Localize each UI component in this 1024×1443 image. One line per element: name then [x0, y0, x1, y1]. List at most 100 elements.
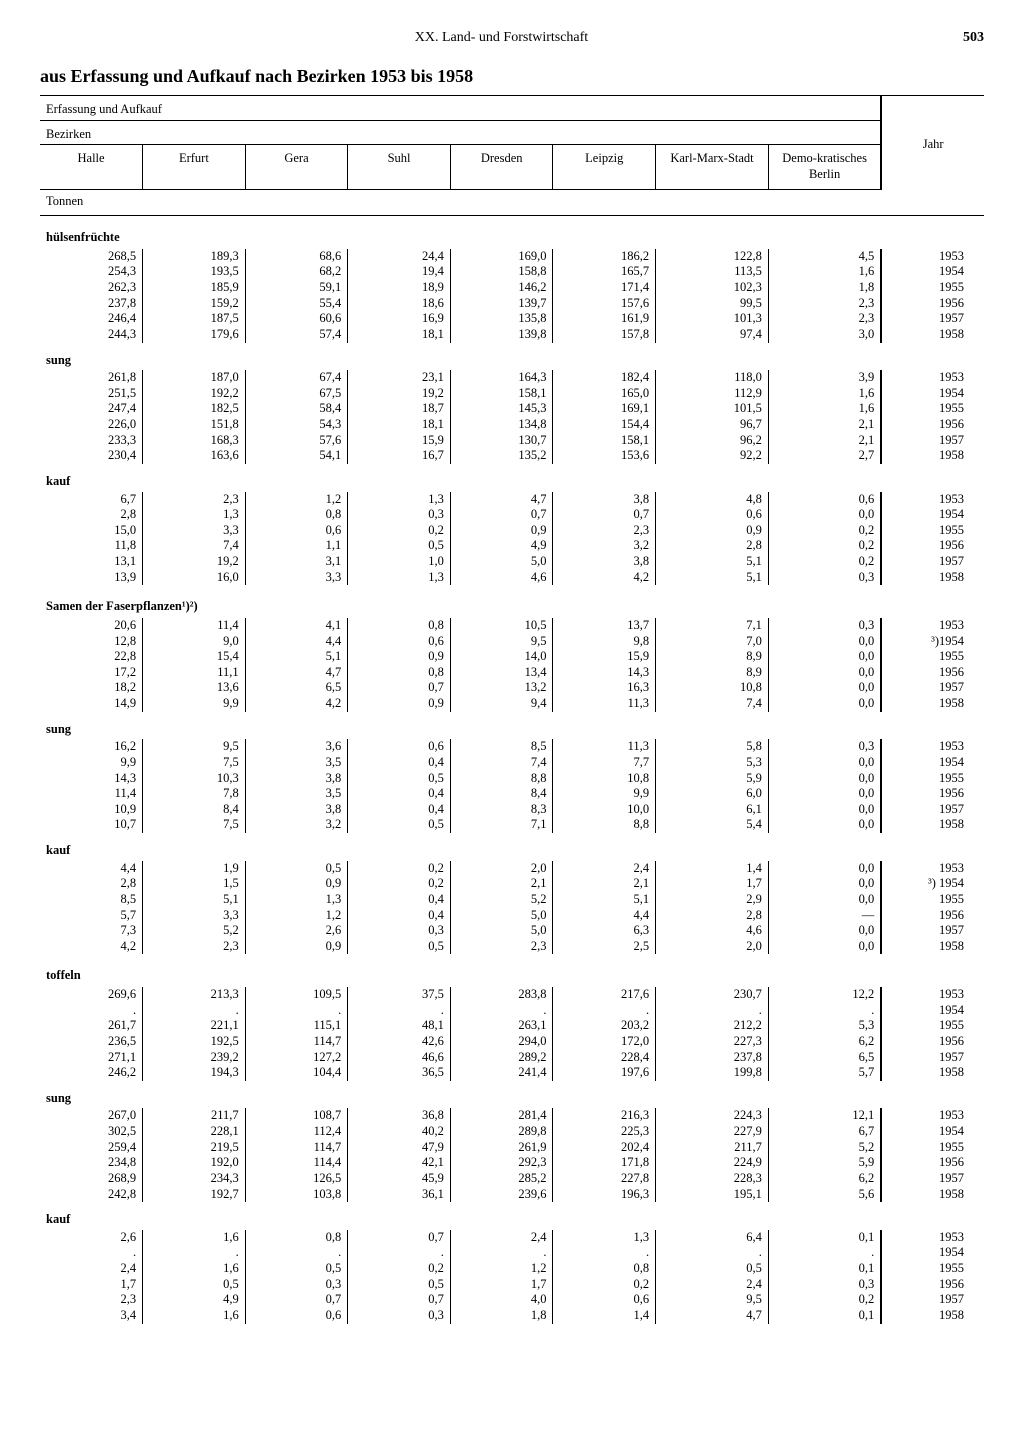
- data-cell: 2,3: [768, 311, 881, 327]
- data-cell: 46,6: [348, 1050, 451, 1066]
- data-cell: 268,5: [40, 249, 143, 265]
- column-header: Karl-Marx-Stadt: [656, 145, 769, 189]
- data-cell: 217,6: [553, 987, 656, 1003]
- data-cell: 1,9: [143, 861, 246, 877]
- data-cell: 268,9: [40, 1171, 143, 1187]
- data-cell: 9,9: [553, 786, 656, 802]
- data-cell: 5,0: [450, 923, 553, 939]
- table-row: 246,4187,560,616,9135,8161,9101,32,31957: [40, 311, 984, 327]
- data-cell: 5,7: [768, 1065, 881, 1081]
- table-row: 226,0151,854,318,1134,8154,496,72,11956: [40, 417, 984, 433]
- data-cell: 13,1: [40, 554, 143, 570]
- data-cell: .: [656, 1003, 769, 1019]
- table-row: 18,213,66,50,713,216,310,80,01957: [40, 680, 984, 696]
- data-cell: 158,1: [553, 433, 656, 449]
- data-cell: 4,5: [768, 249, 881, 265]
- data-cell: 68,6: [245, 249, 348, 265]
- year-cell: ³) 1954: [881, 876, 984, 892]
- year-cell: 1954: [881, 264, 984, 280]
- data-cell: 139,7: [450, 296, 553, 312]
- data-cell: 2,4: [40, 1261, 143, 1277]
- data-cell: 2,0: [656, 939, 769, 955]
- data-cell: 179,6: [143, 327, 246, 343]
- table-row: 246,2194,3104,436,5241,4197,6199,85,7195…: [40, 1065, 984, 1081]
- data-cell: 302,5: [40, 1124, 143, 1140]
- data-cell: 211,7: [143, 1108, 246, 1124]
- table-row: 269,6213,3109,537,5283,8217,6230,712,219…: [40, 987, 984, 1003]
- data-cell: 5,2: [143, 923, 246, 939]
- data-cell: 5,0: [450, 554, 553, 570]
- data-cell: 261,8: [40, 370, 143, 386]
- year-cell: 1955: [881, 523, 984, 539]
- data-cell: 0,8: [245, 1230, 348, 1246]
- data-cell: 8,8: [450, 771, 553, 787]
- unit-label: Tonnen: [40, 189, 984, 216]
- data-cell: 246,2: [40, 1065, 143, 1081]
- year-cell: 1956: [881, 908, 984, 924]
- data-cell: 67,5: [245, 386, 348, 402]
- data-cell: 1,4: [553, 1308, 656, 1324]
- data-cell: 7,3: [40, 923, 143, 939]
- data-cell: 4,2: [245, 696, 348, 712]
- data-cell: 5,8: [656, 739, 769, 755]
- data-cell: 0,4: [348, 892, 451, 908]
- data-cell: 0,3: [768, 1277, 881, 1293]
- data-cell: 6,2: [768, 1171, 881, 1187]
- data-cell: 4,4: [553, 908, 656, 924]
- data-cell: 8,5: [450, 739, 553, 755]
- data-cell: 5,1: [143, 892, 246, 908]
- table-row: 2,81,50,90,22,12,11,70,0³) 1954: [40, 876, 984, 892]
- data-cell: .: [450, 1003, 553, 1019]
- data-cell: 7,4: [450, 755, 553, 771]
- data-cell: 4,7: [450, 492, 553, 508]
- data-cell: 0,9: [348, 696, 451, 712]
- data-cell: 23,1: [348, 370, 451, 386]
- data-cell: 1,6: [143, 1230, 246, 1246]
- data-cell: 11,8: [40, 538, 143, 554]
- data-cell: 227,9: [656, 1124, 769, 1140]
- data-cell: 10,9: [40, 802, 143, 818]
- data-cell: 247,4: [40, 401, 143, 417]
- data-cell: 5,7: [40, 908, 143, 924]
- data-cell: 3,8: [245, 771, 348, 787]
- year-cell: 1956: [881, 1034, 984, 1050]
- data-cell: 227,8: [553, 1171, 656, 1187]
- data-cell: 10,8: [656, 680, 769, 696]
- data-cell: 4,6: [450, 570, 553, 586]
- data-cell: 0,2: [348, 1261, 451, 1277]
- data-cell: 251,5: [40, 386, 143, 402]
- year-cell: 1954: [881, 1003, 984, 1019]
- block-heading: sung: [40, 1081, 984, 1109]
- data-cell: 12,8: [40, 634, 143, 650]
- data-cell: 237,8: [656, 1050, 769, 1066]
- data-cell: 7,7: [553, 755, 656, 771]
- data-cell: 7,0: [656, 634, 769, 650]
- table-row: 271,1239,2127,246,6289,2228,4237,86,5195…: [40, 1050, 984, 1066]
- data-cell: 0,7: [450, 507, 553, 523]
- data-cell: 0,7: [348, 1230, 451, 1246]
- data-cell: 169,1: [553, 401, 656, 417]
- data-cell: 246,4: [40, 311, 143, 327]
- super-header-1: Erfassung und Aufkauf: [40, 96, 881, 120]
- year-cell: 1954: [881, 1124, 984, 1140]
- section-heading: toffeln: [40, 954, 984, 987]
- data-cell: 3,1: [245, 554, 348, 570]
- year-cell: 1957: [881, 311, 984, 327]
- data-cell: 0,2: [348, 876, 451, 892]
- data-cell: 118,0: [656, 370, 769, 386]
- data-cell: 158,8: [450, 264, 553, 280]
- data-cell: 0,7: [348, 1292, 451, 1308]
- data-cell: 0,6: [348, 739, 451, 755]
- data-cell: 11,4: [40, 786, 143, 802]
- data-cell: 259,4: [40, 1140, 143, 1156]
- table-row: 7,35,22,60,35,06,34,60,01957: [40, 923, 984, 939]
- data-cell: 24,4: [348, 249, 451, 265]
- data-cell: 9,9: [143, 696, 246, 712]
- year-cell: 1953: [881, 618, 984, 634]
- data-cell: 6,3: [553, 923, 656, 939]
- data-cell: 2,3: [143, 939, 246, 955]
- data-cell: 7,5: [143, 817, 246, 833]
- data-cell: 3,6: [245, 739, 348, 755]
- data-cell: 115,1: [245, 1018, 348, 1034]
- section-heading: Samen der Faserpflanzen¹)²): [40, 585, 984, 618]
